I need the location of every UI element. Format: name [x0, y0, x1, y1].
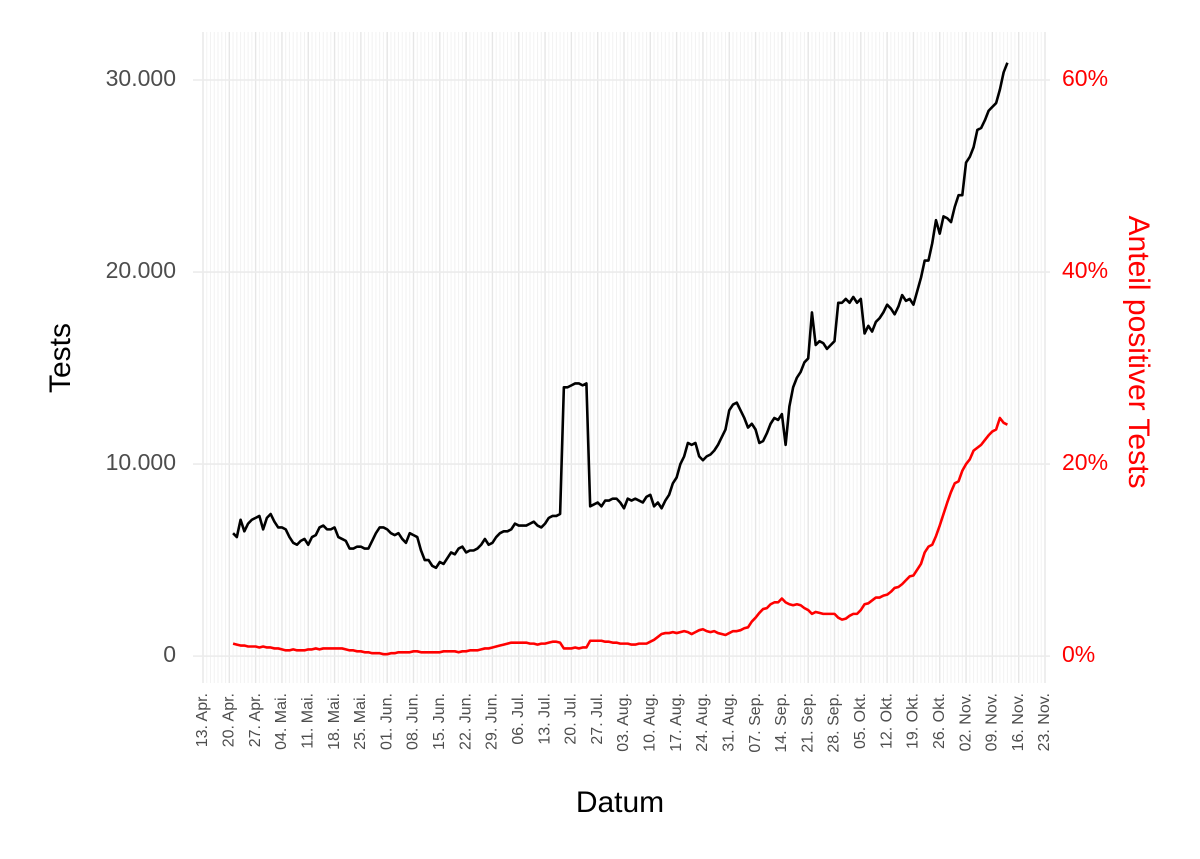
- y-axis-title: Tests: [44, 323, 77, 393]
- x-tick-label: 13. Jul.: [536, 693, 553, 745]
- x-tick-label: 25. Mai.: [352, 693, 369, 750]
- y-tick-label: 20.000: [106, 257, 176, 283]
- x-tick-label: 28. Sep.: [826, 693, 843, 753]
- x-tick-label: 16. Nov.: [1010, 693, 1027, 751]
- x-tick-label: 03. Aug.: [615, 693, 632, 752]
- x-tick-label: 10. Aug.: [642, 693, 659, 752]
- x-tick-label: 17. Aug.: [668, 693, 685, 752]
- x-tick-label: 19. Okt.: [905, 693, 922, 749]
- x-tick-label: 27. Apr.: [247, 693, 264, 747]
- x-tick-label: 05. Okt.: [852, 693, 869, 749]
- y2-tick-label: 0%: [1062, 641, 1095, 667]
- x-tick-label: 23. Nov.: [1036, 693, 1053, 751]
- y-tick-label: 10.000: [106, 449, 176, 475]
- x-tick-label: 08. Jun.: [405, 693, 422, 750]
- x-tick-label: 31. Aug.: [720, 693, 737, 752]
- y2-tick-label: 40%: [1062, 257, 1108, 283]
- x-tick-label: 13. Apr.: [194, 693, 211, 747]
- y-tick-label: 0: [163, 641, 176, 667]
- x-axis-title: Datum: [576, 786, 664, 819]
- x-tick-label: 24. Aug.: [694, 693, 711, 752]
- x-tick-label: 14. Sep.: [773, 693, 790, 753]
- x-tick-label: 06. Jul.: [510, 693, 527, 745]
- x-tick-label: 02. Nov.: [957, 693, 974, 751]
- x-tick-label: 20. Apr.: [221, 693, 238, 747]
- x-tick-label: 04. Mai.: [273, 693, 290, 750]
- data-line: [232, 416, 1009, 656]
- x-tick-label: 07. Sep.: [747, 693, 764, 753]
- y2-tick-label: 60%: [1062, 65, 1108, 91]
- x-tick-label: 27. Jul.: [589, 693, 606, 745]
- x-tick-label: 21. Sep.: [799, 693, 816, 753]
- x-tick-label: 26. Okt.: [931, 693, 948, 749]
- y2-axis-title: Anteil positiver Tests: [1122, 216, 1155, 489]
- x-tick-label: 29. Jun.: [484, 693, 501, 750]
- data-line: [232, 62, 1009, 570]
- x-tick-label: 11. Mai.: [299, 693, 316, 749]
- x-tick-label: 22. Jun.: [457, 693, 474, 750]
- x-tick-label: 09. Nov.: [984, 693, 1001, 751]
- x-tick-label: 12. Okt.: [878, 693, 895, 749]
- x-tick-label: 01. Jun.: [378, 693, 395, 750]
- x-tick-label: 18. Mai.: [326, 693, 343, 750]
- y2-tick-label: 20%: [1062, 449, 1108, 475]
- x-tick-label: 15. Jun.: [431, 693, 448, 750]
- x-tick-label: 20. Jul.: [563, 693, 580, 745]
- y-tick-label: 30.000: [106, 65, 176, 91]
